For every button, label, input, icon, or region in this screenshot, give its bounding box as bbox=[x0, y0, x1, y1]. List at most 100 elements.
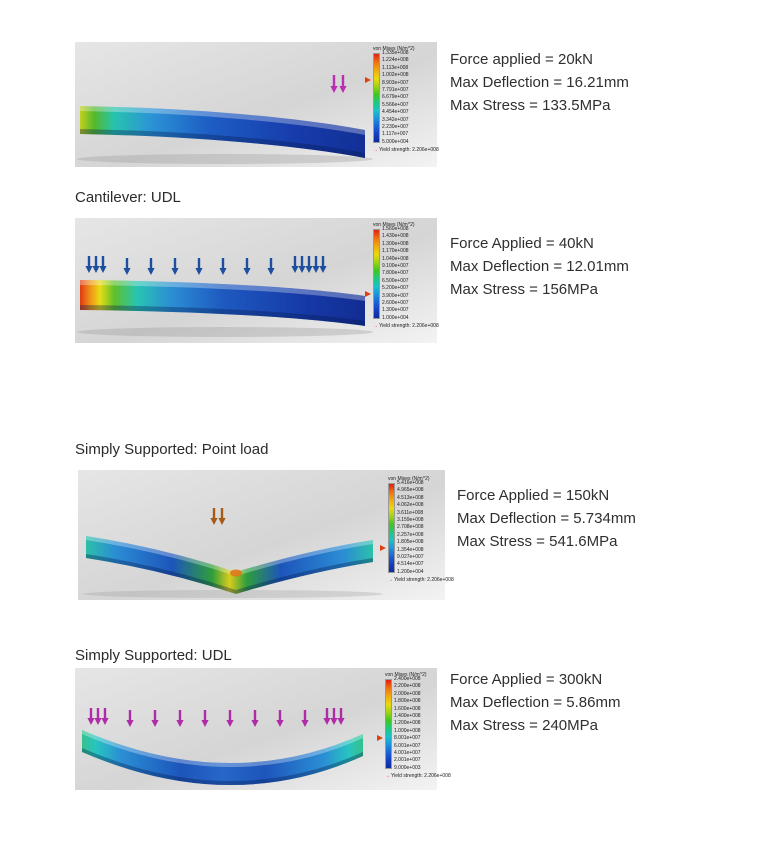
yield-strength-label: → Yield strength: 2.206e+008 bbox=[388, 577, 454, 583]
legend-tick: 1.170e+008 bbox=[382, 248, 409, 255]
fea-image-simply-supported-point-load: von Mises (N/m^2) 5.416e+008 4.965e+008 4.… bbox=[78, 470, 454, 600]
result-line: Max Stress = 541.6MPa bbox=[457, 533, 618, 550]
legend-tick: 4.001e+007 bbox=[394, 750, 421, 757]
color-scale-bar bbox=[385, 679, 392, 769]
beam bbox=[82, 730, 363, 786]
legend-tick: 1.000e+008 bbox=[394, 727, 421, 734]
beam-bottom-flange bbox=[82, 748, 363, 786]
legend-tick: 1.354e+008 bbox=[397, 546, 424, 553]
legend-tick: 1.800e+008 bbox=[394, 698, 421, 705]
legend-tick: 4.454e+007 bbox=[382, 109, 409, 116]
result-line: Max Deflection = 5.86mm bbox=[450, 694, 621, 711]
legend-tick: 2.708e+008 bbox=[397, 524, 424, 531]
beam-shadow bbox=[83, 590, 383, 598]
legend-tick: 2.000e+008 bbox=[394, 690, 421, 697]
legend-tick: 2.200e+008 bbox=[394, 683, 421, 690]
results-simply-supported-udl: Force Applied = 300kN Max Deflection = 5.… bbox=[450, 668, 621, 737]
results-cantilever-point-load: Force applied = 20kN Max Deflection = 16.… bbox=[450, 48, 629, 117]
section-label-cantilever-udl: Cantilever: UDL bbox=[75, 189, 181, 206]
fea-render-canvas bbox=[78, 470, 445, 600]
max-stress-pointer-icon bbox=[365, 291, 371, 297]
yield-strength-label: → Yield strength: 2.206e+008 bbox=[373, 147, 439, 153]
legend-title: von Mises (N/m^2) bbox=[385, 672, 427, 678]
legend-tick: 5.416e+008 bbox=[397, 480, 424, 486]
legend-tick: 4.513e+008 bbox=[397, 494, 424, 501]
legend-tick: 1.117e+007 bbox=[382, 131, 409, 138]
yield-strength-label: → Yield strength: 2.206e+008 bbox=[385, 773, 451, 779]
result-line: Force applied = 20kN bbox=[450, 51, 593, 68]
yield-strength-label: → Yield strength: 2.206e+008 bbox=[373, 323, 439, 329]
color-scale-bar bbox=[373, 53, 380, 143]
legend-tick: 3.342e+007 bbox=[382, 116, 409, 123]
stress-legend: von Mises (N/m^2) 2.400e+008 2.200e+008 2.… bbox=[377, 672, 451, 779]
legend-tick: 1.200e+008 bbox=[394, 720, 421, 727]
legend-tick: 1.040e+008 bbox=[382, 255, 409, 262]
stress-legend: von Mises (N/m^2) 1.560e+008 1.430e+008 1.… bbox=[365, 222, 439, 329]
beam-bottom-flange bbox=[80, 305, 365, 326]
results-cantilever-udl: Force Applied = 40kN Max Deflection = 12.… bbox=[450, 232, 629, 301]
legend-tick: 1.560e+008 bbox=[382, 226, 409, 232]
yield-arrow-icon: → bbox=[373, 322, 378, 329]
legend-tick: 1.805e+008 bbox=[397, 539, 424, 546]
yield-text: Yield strength: 2.206e+008 bbox=[379, 147, 439, 153]
section-label-simply-supported-udl: Simply Supported: UDL bbox=[75, 647, 232, 664]
legend-tick: 1.300e+007 bbox=[382, 307, 409, 314]
legend-tick: 1.600e+008 bbox=[394, 705, 421, 712]
legend-tick: 1.000e+004 bbox=[382, 314, 409, 321]
result-line: Max Stress = 240MPa bbox=[450, 717, 598, 734]
stress-legend: von Mises (N/m^2) 1.335e+008 1.224e+008 1.… bbox=[365, 46, 439, 153]
legend-tick: 9.000e+003 bbox=[394, 764, 421, 771]
yield-text: Yield strength: 2.206e+008 bbox=[379, 323, 439, 329]
result-line: Force Applied = 40kN bbox=[450, 235, 594, 252]
color-scale-bar bbox=[373, 229, 380, 319]
max-stress-pointer-icon bbox=[365, 77, 371, 83]
legend-tick: 1.224e+008 bbox=[382, 57, 409, 64]
beam-bottom-flange bbox=[80, 129, 365, 158]
legend-tick: 3.900e+007 bbox=[382, 292, 409, 299]
legend-tick: 1.300e+008 bbox=[382, 240, 409, 247]
legend-tick: 9.027e+007 bbox=[397, 554, 424, 561]
legend-title: von Mises (N/m^2) bbox=[373, 46, 415, 52]
result-line: Max Deflection = 12.01mm bbox=[450, 258, 629, 275]
beam-top-face bbox=[80, 280, 365, 301]
legend-tick: 5.200e+007 bbox=[382, 285, 409, 292]
max-stress-spot bbox=[230, 569, 242, 577]
legend-ticks: 1.335e+008 1.224e+008 1.113e+008 1.002e+008… bbox=[382, 51, 409, 145]
legend-tick: 6.679e+007 bbox=[382, 94, 409, 101]
legend-tick: 2.001e+007 bbox=[394, 757, 421, 764]
fea-render-canvas bbox=[75, 668, 437, 790]
legend-tick: 8.001e+007 bbox=[394, 735, 421, 742]
legend-tick: 1.400e+008 bbox=[394, 713, 421, 720]
beam bbox=[80, 280, 365, 326]
legend-tick: 4.514e+007 bbox=[397, 561, 424, 568]
yield-arrow-icon: → bbox=[385, 772, 390, 779]
yield-text: Yield strength: 2.206e+008 bbox=[391, 773, 451, 779]
legend-tick: 5.566e+007 bbox=[382, 101, 409, 108]
beam-shadow bbox=[77, 327, 373, 337]
legend-tick: 7.800e+007 bbox=[382, 270, 409, 277]
legend-ticks: 5.416e+008 4.965e+008 4.513e+008 4.062e+008… bbox=[397, 481, 424, 575]
max-stress-pointer-icon bbox=[377, 735, 383, 741]
section-label-simply-supported-point-load: Simply Supported: Point load bbox=[75, 441, 269, 458]
legend-tick: 7.791e+007 bbox=[382, 87, 409, 94]
legend-tick: 3.159e+008 bbox=[397, 517, 424, 524]
result-line: Force Applied = 300kN bbox=[450, 671, 603, 688]
legend-tick: 1.002e+008 bbox=[382, 72, 409, 79]
fea-image-cantilever-udl: von Mises (N/m^2) 1.560e+008 1.430e+008 1.… bbox=[75, 218, 439, 343]
legend-ticks: 2.400e+008 2.200e+008 2.000e+008 1.800e+008… bbox=[394, 677, 421, 771]
legend-tick: 4.965e+008 bbox=[397, 487, 424, 494]
beam bbox=[80, 106, 365, 158]
result-line: Max Deflection = 16.21mm bbox=[450, 74, 629, 91]
fea-image-cantilever-point-load: von Mises (N/m^2) 1.335e+008 1.224e+008 1.… bbox=[75, 42, 439, 167]
legend-tick: 6.001e+007 bbox=[394, 742, 421, 749]
result-line: Force Applied = 150kN bbox=[457, 487, 610, 504]
legend-tick: 5.000e+004 bbox=[382, 138, 409, 145]
legend-ticks: 1.560e+008 1.430e+008 1.300e+008 1.170e+008… bbox=[382, 227, 409, 321]
legend-tick: 1.113e+008 bbox=[382, 64, 409, 71]
legend-tick: 6.500e+007 bbox=[382, 277, 409, 284]
legend-tick: 2.257e+008 bbox=[397, 531, 424, 538]
legend-title: von Mises (N/m^2) bbox=[388, 476, 430, 482]
legend-tick: 1.335e+008 bbox=[382, 50, 409, 56]
beam-top-face bbox=[82, 730, 363, 768]
legend-title: von Mises (N/m^2) bbox=[373, 222, 415, 228]
